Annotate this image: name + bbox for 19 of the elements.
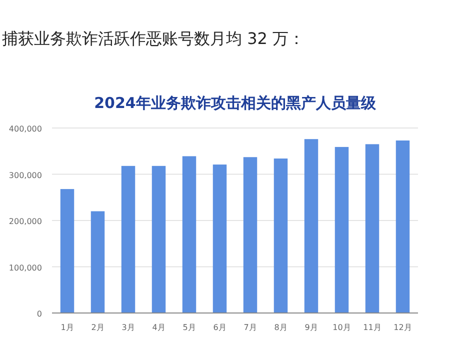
ytick: 300,000 (8, 170, 42, 180)
title: 2024年业务欺诈攻击相关的黑产人员量级 (94, 94, 376, 112)
ytick: 200,000 (8, 217, 42, 226)
xtick: 2月 (91, 323, 104, 332)
xtick: 11月 (363, 323, 382, 332)
xtick: 10月 (332, 323, 351, 332)
ytick: 0 (36, 310, 42, 318)
annotation: 捕获业务欺诈活跃作恶账号数月均 32 万： (2, 29, 305, 48)
xtick: 4月 (152, 323, 166, 332)
xtick: 3月 (122, 323, 135, 332)
xtick: 5月 (182, 323, 196, 332)
xtick: 9月 (304, 323, 318, 332)
ytick: 400,000 (8, 124, 42, 134)
xtick: 7月 (244, 323, 257, 332)
ytick: 100,000 (8, 263, 42, 272)
xtick: 6月 (213, 323, 226, 332)
xtick: 8月 (274, 323, 288, 332)
xtick: 1月 (60, 323, 74, 332)
xtick: 12月 (394, 323, 412, 332)
